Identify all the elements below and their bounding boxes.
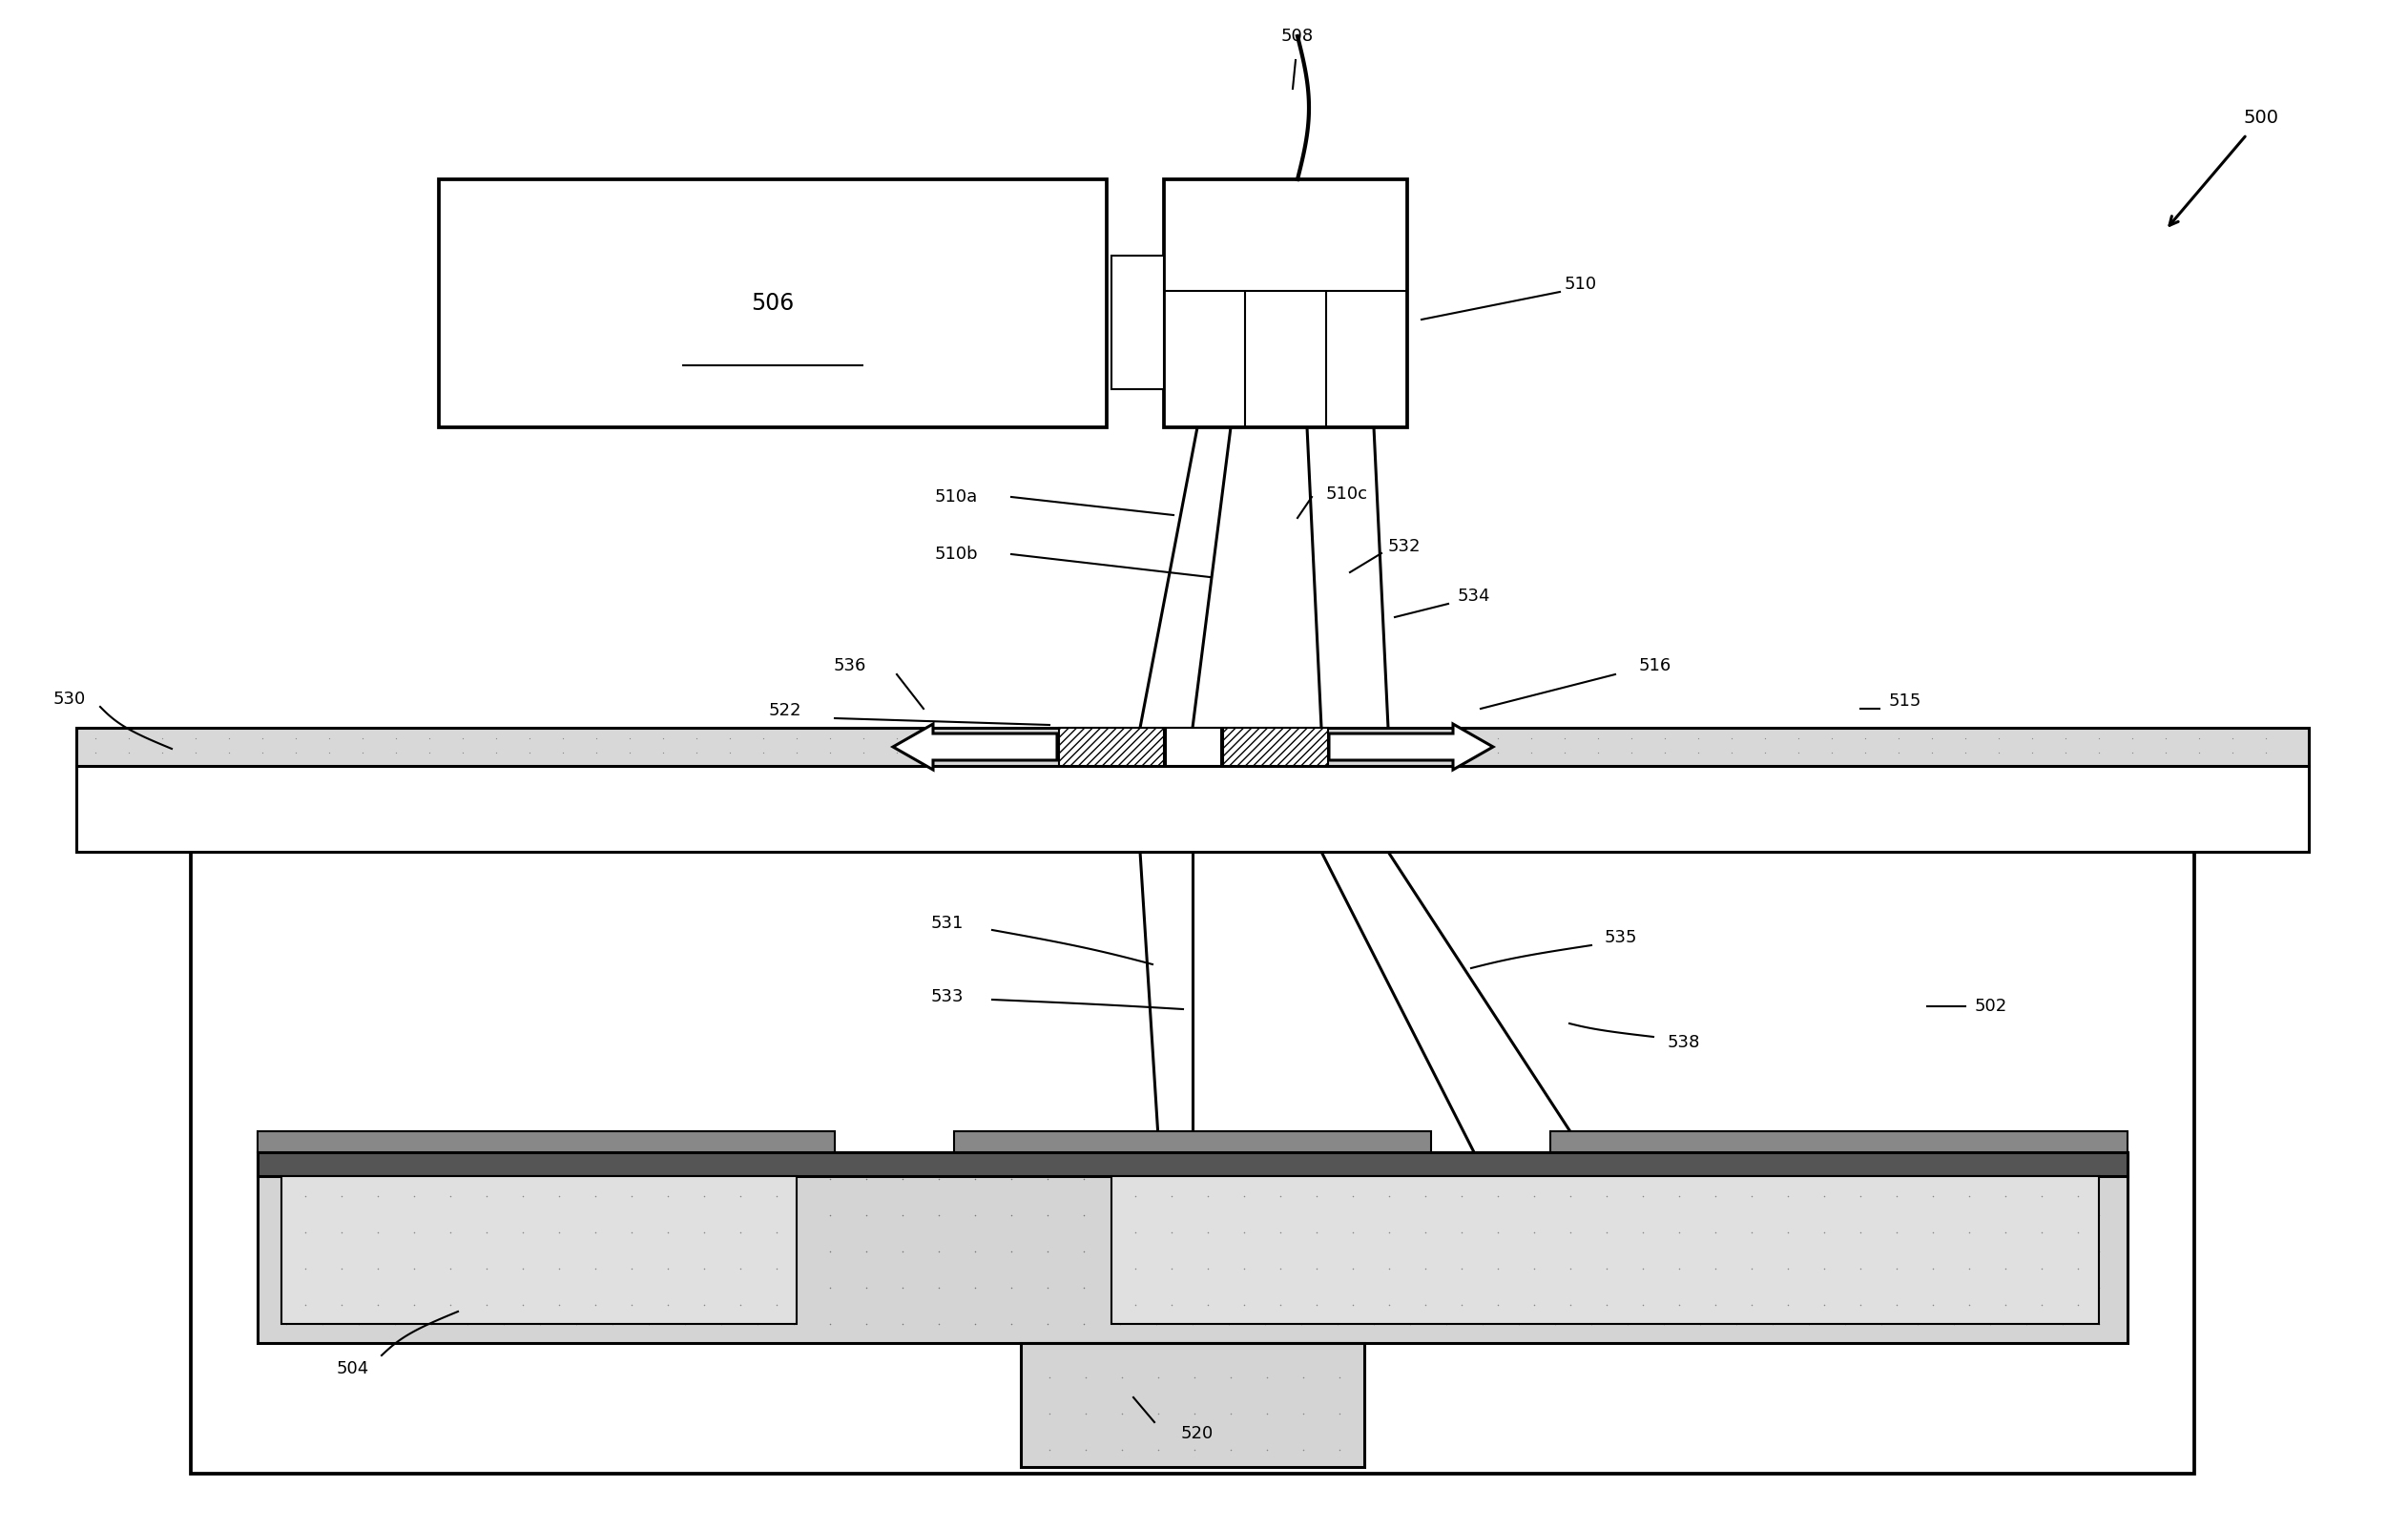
Text: 520: 520: [1180, 1425, 1214, 1442]
Text: 510c: 510c: [1327, 486, 1368, 503]
Bar: [190, 754, 2194, 1474]
Text: 538: 538: [1669, 1034, 1700, 1050]
Bar: [1021, 1342, 1365, 1466]
Text: 502: 502: [1975, 998, 2008, 1015]
FancyArrow shape: [1329, 723, 1493, 769]
Text: 531: 531: [932, 914, 963, 931]
Text: 536: 536: [833, 657, 867, 674]
Text: 506: 506: [751, 292, 795, 315]
Text: 510: 510: [1565, 275, 1597, 294]
Text: 532: 532: [1387, 538, 1421, 555]
Bar: [1551, 1131, 2129, 1153]
Bar: [77, 728, 2309, 766]
Text: 530: 530: [53, 691, 87, 708]
Bar: [77, 766, 2309, 852]
Bar: [258, 1153, 2129, 1176]
Bar: [258, 1153, 2129, 1342]
Bar: [1223, 728, 1329, 766]
Bar: [1165, 728, 1221, 766]
Bar: [1060, 728, 1163, 766]
Text: 510b: 510b: [934, 546, 978, 563]
Text: 516: 516: [1640, 657, 1671, 674]
Bar: [1163, 179, 1406, 427]
Text: 510a: 510a: [934, 488, 978, 506]
Text: 504: 504: [337, 1361, 368, 1378]
Text: 522: 522: [768, 702, 802, 719]
Text: 515: 515: [1888, 693, 1922, 709]
Text: 533: 533: [929, 988, 963, 1006]
Text: 508: 508: [1281, 28, 1315, 44]
FancyArrow shape: [893, 723, 1057, 769]
Bar: [954, 1131, 1430, 1153]
Text: 535: 535: [1604, 930, 1637, 946]
Bar: [282, 1176, 797, 1324]
Bar: [438, 179, 1108, 427]
Text: 500: 500: [2244, 109, 2278, 127]
Bar: [1112, 1176, 2100, 1324]
Bar: [1112, 255, 1163, 390]
Text: 534: 534: [1457, 587, 1491, 605]
Bar: [258, 1131, 836, 1153]
